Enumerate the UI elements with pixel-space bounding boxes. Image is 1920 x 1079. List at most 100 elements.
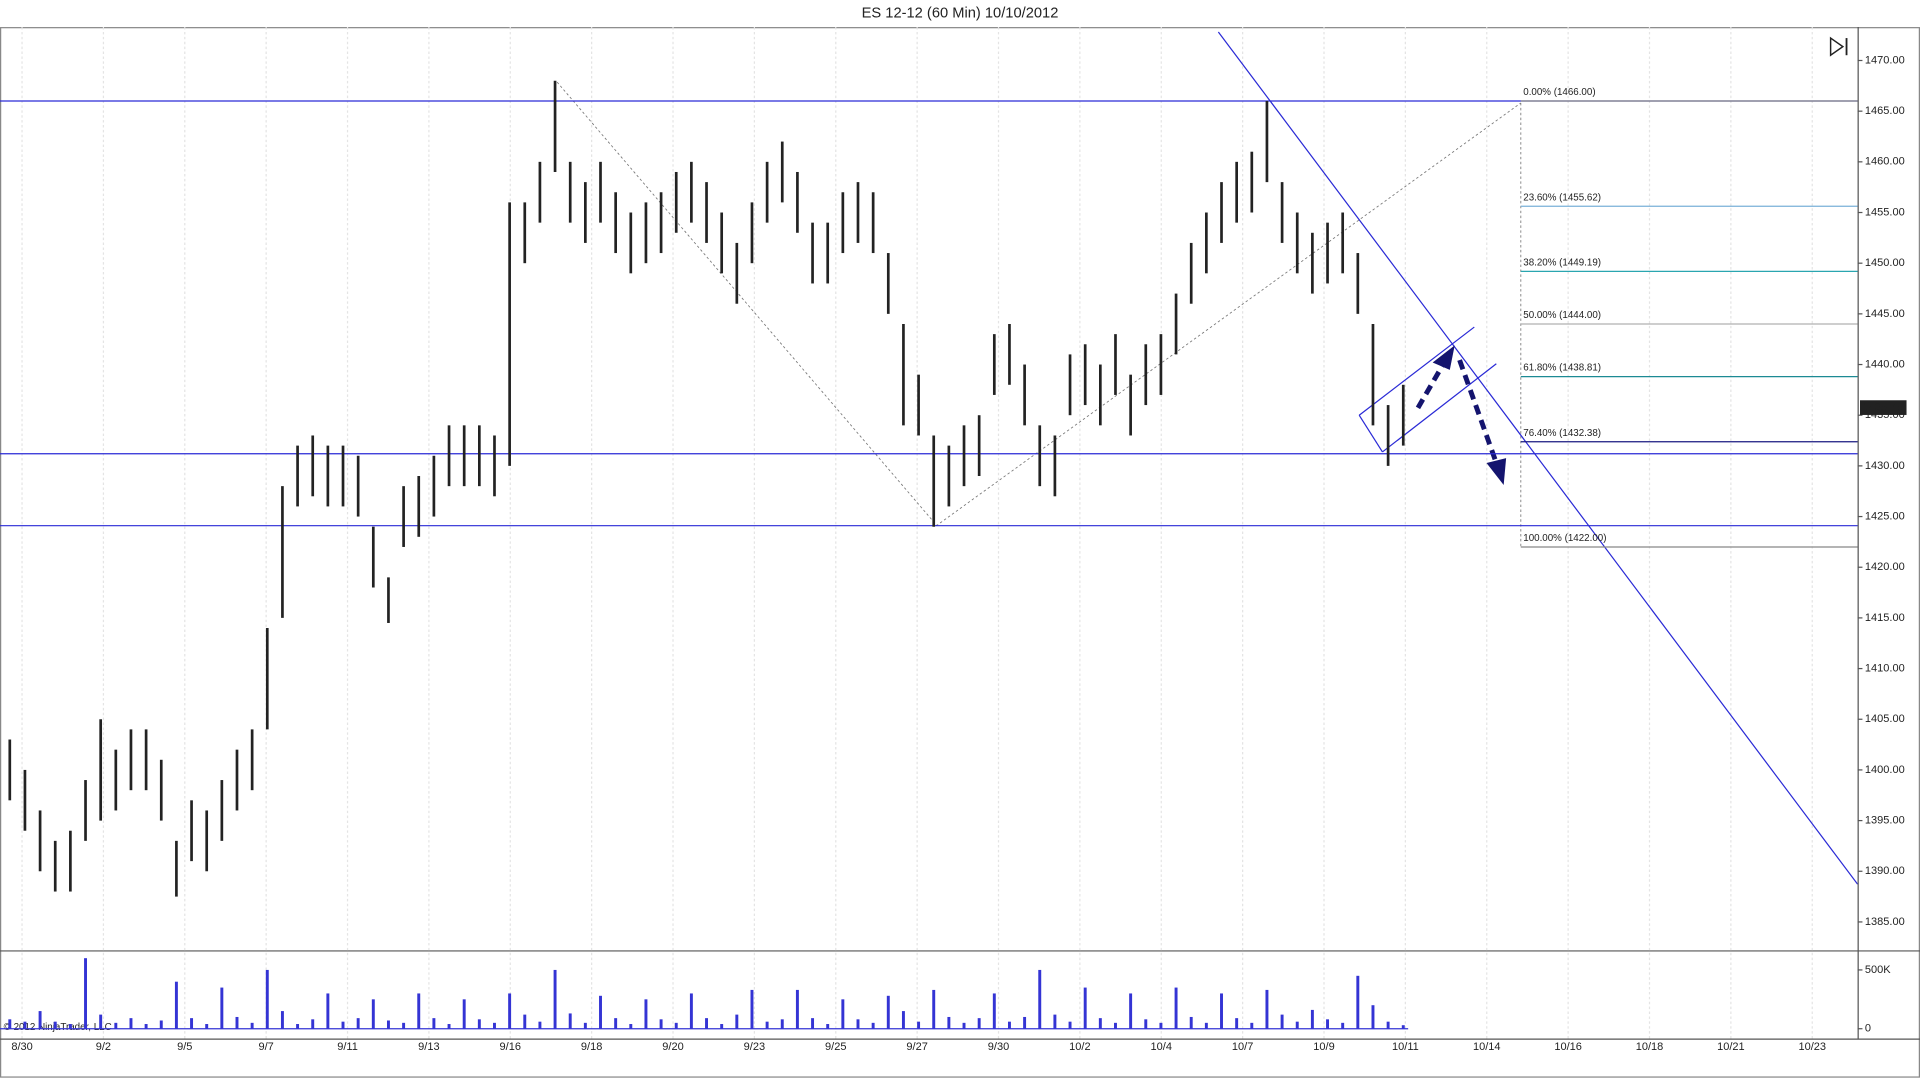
y-tick-label: 1425.00: [1865, 510, 1905, 522]
frame: [0, 27, 1920, 1078]
volume-bar: [705, 1018, 708, 1029]
channel-lower: [1382, 363, 1497, 453]
volume-bar: [311, 1019, 315, 1029]
volume-bar: [1220, 993, 1223, 1029]
volume-bar: [326, 993, 330, 1029]
x-tick-label: 9/18: [581, 1041, 602, 1053]
volume-bar: [750, 989, 754, 1029]
x-tick-label: 8/30: [11, 1041, 32, 1053]
y-tick-label: 1420.00: [1865, 561, 1905, 573]
x-tick-label: 10/7: [1232, 1041, 1253, 1053]
volume-bar: [599, 995, 602, 1029]
volume-bar: [508, 993, 512, 1029]
volume-bar: [356, 1018, 360, 1029]
volume-bar: [386, 1020, 390, 1029]
volume-bar: [871, 1022, 875, 1029]
fib-label: 50.00% (1444.00): [1523, 310, 1601, 321]
y-tick-label: 1455.00: [1865, 206, 1905, 218]
y-tick-label: 1410.00: [1865, 662, 1905, 674]
volume-bar: [1129, 993, 1133, 1029]
volume-bar: [296, 1024, 300, 1029]
volume-bar: [765, 1021, 769, 1029]
volume-bar: [886, 995, 890, 1029]
fib-label: 76.40% (1432.38): [1523, 428, 1601, 439]
volume-bar: [947, 1016, 951, 1029]
volume-bar: [1235, 1018, 1239, 1029]
fib-label: 38.20% (1449.19): [1523, 257, 1601, 268]
volume-bar: [629, 1024, 633, 1029]
x-tick-label: 9/27: [906, 1041, 927, 1053]
y-tick-label: 1390.00: [1865, 865, 1905, 877]
y-tick-label: 1385.00: [1865, 916, 1905, 928]
grid: [21, 27, 1813, 1039]
volume-bar: [280, 1011, 284, 1029]
y-tick-label: 1460.00: [1865, 156, 1905, 168]
y-tick-label: 1400.00: [1865, 764, 1905, 776]
volume-bar: [129, 1018, 133, 1029]
volume-bar: [568, 1013, 572, 1029]
channel-upper: [1358, 326, 1475, 416]
volume-bar: [644, 999, 648, 1029]
y-tick-label: 1465.00: [1865, 105, 1905, 117]
x-tick-label: 9/7: [258, 1041, 273, 1053]
volume-bar: [84, 958, 87, 1029]
y-tick-label: 1405.00: [1865, 713, 1905, 725]
volume-bar: [1310, 1009, 1314, 1029]
volume-bar: [1204, 1022, 1208, 1029]
chart-title: ES 12-12 (60 Min) 10/10/2012: [862, 5, 1059, 21]
volume-bar: [1295, 1021, 1299, 1029]
y-tick-label: 500K: [1865, 964, 1891, 976]
volume-bar: [720, 1024, 724, 1029]
volume-bar: [1341, 1022, 1345, 1029]
scroll-icon[interactable]: [1829, 36, 1848, 57]
y-tick-label: 1395.00: [1865, 814, 1905, 826]
fib-label: 100.00% (1422.00): [1523, 533, 1606, 544]
x-tick-label: 9/23: [744, 1041, 765, 1053]
x-tick-label: 9/11: [337, 1041, 358, 1053]
volume-bar: [1068, 1021, 1072, 1029]
channel-edge: [1358, 414, 1383, 453]
volume-bar: [992, 993, 996, 1029]
volume-bar: [1250, 1022, 1254, 1029]
volume-bar: [1159, 1022, 1163, 1029]
arrow-down: [1457, 359, 1499, 464]
x-tick-label: 9/20: [662, 1041, 683, 1053]
x-tick-label: 10/2: [1069, 1041, 1090, 1053]
x-tick-label: 9/5: [177, 1041, 192, 1053]
volume-bar: [250, 1022, 254, 1029]
x-tick-label: 9/16: [500, 1041, 521, 1053]
y-tick-label: 1440.00: [1865, 358, 1905, 370]
volume-bar: [1144, 1019, 1148, 1029]
volume-bar: [1371, 1005, 1375, 1029]
x-tick-label: 10/18: [1636, 1041, 1664, 1053]
volume-bar: [1098, 1018, 1102, 1029]
volume-bar: [53, 1021, 57, 1029]
volume-bar: [811, 1018, 815, 1029]
volume-bar: [1189, 1016, 1193, 1029]
volume-bar: [235, 1016, 239, 1029]
play-icon[interactable]: [1829, 36, 1845, 57]
volume-bar: [144, 1024, 148, 1029]
volume-bar: [659, 1019, 663, 1029]
x-tick-label: 10/23: [1798, 1041, 1826, 1053]
volume-bar: [674, 1022, 678, 1029]
volume-bar: [932, 989, 936, 1029]
x-tick-label: 10/14: [1473, 1041, 1501, 1053]
x-tick-label: 10/4: [1151, 1041, 1172, 1053]
volume-bar: [341, 1021, 345, 1029]
x-tick-label: 9/30: [988, 1041, 1009, 1053]
volume-bar: [1007, 1021, 1011, 1029]
volume-bar: [220, 987, 224, 1029]
volume-bar: [1356, 975, 1360, 1029]
volume-bar: [962, 1022, 966, 1029]
volume-bar: [1265, 989, 1269, 1029]
volume-bar: [1326, 1019, 1330, 1029]
x-tick-label: 9/25: [825, 1041, 846, 1053]
volume-bar: [1401, 1025, 1405, 1029]
volume-bar: [553, 969, 557, 1029]
y-tick-label: 1445.00: [1865, 308, 1905, 320]
volume-bar: [1386, 1021, 1390, 1029]
arrow-head: [1432, 345, 1455, 370]
